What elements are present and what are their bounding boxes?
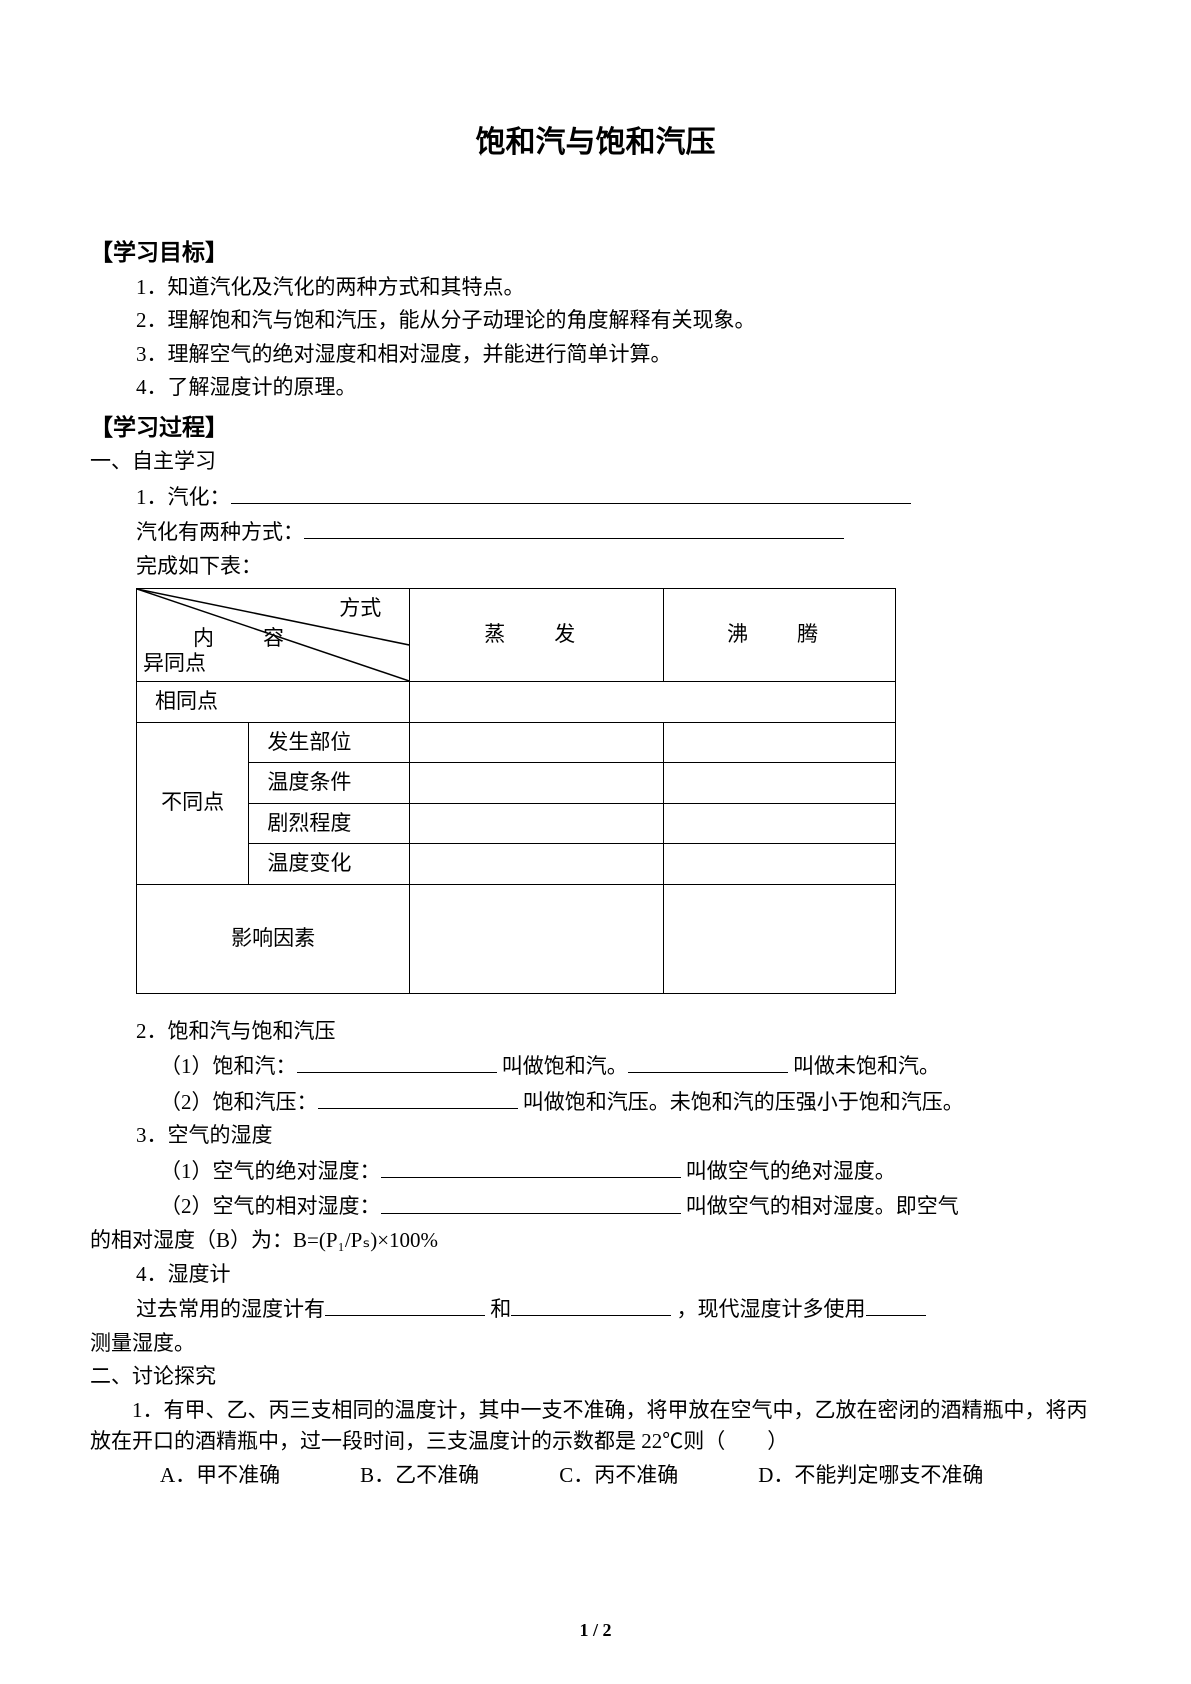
hygrometer-line-2: 测量湿度。 (90, 1328, 1101, 1360)
subrow-intensity: 剧烈程度 (249, 803, 410, 844)
saturated-vapor-def: （1）饱和汽： 叫做饱和汽。 叫做未饱和汽。 (90, 1049, 1101, 1083)
subsection-1: 一、自主学习 (90, 446, 1101, 478)
blank-line (866, 1292, 926, 1316)
page-number: 1 / 2 (0, 1617, 1191, 1644)
vaporization-ways-line: 汽化有两种方式： (90, 515, 1101, 549)
subrow-location: 发生部位 (249, 722, 410, 763)
col-boiling: 沸 腾 (664, 589, 896, 682)
empty-cell (664, 884, 896, 993)
blank-line (325, 1292, 485, 1316)
text: 叫做空气的相对湿度。即空气 (686, 1195, 959, 1219)
text: ，现代湿度计多使用 (677, 1297, 866, 1321)
empty-cell (410, 884, 664, 993)
page-title: 饱和汽与饱和汽压 (90, 120, 1101, 165)
empty-cell (410, 722, 664, 763)
text: 叫做空气的绝对湿度。 (686, 1159, 896, 1183)
abs-humidity-line: （1）空气的绝对湿度： 叫做空气的绝对湿度。 (90, 1154, 1101, 1188)
worksheet-page: 饱和汽与饱和汽压 【学习目标】 1．知道汽化及汽化的两种方式和其特点。 2．理解… (0, 0, 1191, 1684)
goal-item: 4．了解湿度计的原理。 (90, 372, 1101, 404)
row-same: 相同点 (137, 682, 410, 723)
row-factors: 影响因素 (137, 884, 410, 993)
row-diff: 不同点 (137, 722, 249, 884)
empty-cell (664, 844, 896, 885)
blank-line (381, 1189, 681, 1213)
empty-cell (410, 682, 896, 723)
text: 叫做未饱和汽。 (793, 1054, 940, 1078)
question-1-options: A．甲不准确 B．乙不准确 C．丙不准确 D．不能判定哪支不准确 (90, 1460, 1101, 1492)
label: （1）空气的绝对湿度： (160, 1159, 381, 1183)
goal-item: 1．知道汽化及汽化的两种方式和其特点。 (90, 272, 1101, 304)
subrow-temp-cond: 温度条件 (249, 763, 410, 804)
blank-line (511, 1292, 671, 1316)
blank-line (304, 515, 844, 539)
option-a: A．甲不准确 (160, 1460, 280, 1492)
subrow-temp-change: 温度变化 (249, 844, 410, 885)
option-d: D．不能判定哪支不准确 (758, 1460, 983, 1492)
empty-cell (664, 763, 896, 804)
col-evaporation: 蒸 发 (410, 589, 664, 682)
rel-humidity-formula: 的相对湿度（B）为：B=(P₁/Pₛ)×100% (90, 1225, 1101, 1257)
blank-line (381, 1154, 681, 1178)
blank-line (231, 480, 911, 504)
label: 1．汽化： (136, 485, 231, 509)
saturated-pressure-def: （2）饱和汽压： 叫做饱和汽压。未饱和汽的压强小于饱和汽压。 (90, 1085, 1101, 1119)
text: 和 (490, 1297, 511, 1321)
subsection-2: 二、讨论探究 (90, 1361, 1101, 1393)
empty-cell (410, 763, 664, 804)
blank-line (628, 1049, 788, 1073)
hygrometer-line: 过去常用的湿度计有 和 ，现代湿度计多使用 (90, 1292, 1101, 1326)
label: （2）饱和汽压： (160, 1090, 318, 1114)
empty-cell (410, 844, 664, 885)
label: 汽化有两种方式： (136, 520, 304, 544)
empty-cell (664, 803, 896, 844)
goal-item: 3．理解空气的绝对湿度和相对湿度，并能进行简单计算。 (90, 339, 1101, 371)
goals-heading: 【学习目标】 (90, 235, 1101, 270)
label: （2）空气的相对湿度： (160, 1195, 381, 1219)
hygrometer-head: 4．湿度计 (90, 1259, 1101, 1291)
vaporization-line: 1．汽化： (90, 480, 1101, 514)
blank-line (318, 1085, 518, 1109)
text: 叫做饱和汽压。未饱和汽的压强小于饱和汽压。 (523, 1090, 964, 1114)
rel-humidity-line: （2）空气的相对湿度： 叫做空气的相对湿度。即空气 (90, 1189, 1101, 1223)
complete-table-label: 完成如下表： (90, 551, 1101, 583)
goal-item: 2．理解饱和汽与饱和汽压，能从分子动理论的角度解释有关现象。 (90, 305, 1101, 337)
saturated-vapor-head: 2．饱和汽与饱和汽压 (90, 1016, 1101, 1048)
header-way: 方式 (339, 593, 381, 625)
empty-cell (664, 722, 896, 763)
option-b: B．乙不准确 (360, 1460, 479, 1492)
label: （1）饱和汽： (160, 1054, 297, 1078)
header-samediff: 异同点 (143, 648, 206, 680)
empty-cell (410, 803, 664, 844)
diagonal-header-cell: 方式 内 容 异同点 (137, 589, 410, 682)
process-heading: 【学习过程】 (90, 410, 1101, 445)
question-1: 1．有甲、乙、丙三支相同的温度计，其中一支不准确，将甲放在空气中，乙放在密闭的酒… (90, 1395, 1101, 1458)
humidity-head: 3．空气的湿度 (90, 1120, 1101, 1152)
header-content: 内 容 (193, 623, 298, 655)
text: 过去常用的湿度计有 (136, 1297, 325, 1321)
option-c: C．丙不准确 (559, 1460, 678, 1492)
comparison-table: 方式 内 容 异同点 蒸 发 沸 腾 相同点 不同点 发生部位 温度条件 剧烈程… (136, 588, 896, 994)
text: 叫做饱和汽。 (502, 1054, 628, 1078)
blank-line (297, 1049, 497, 1073)
